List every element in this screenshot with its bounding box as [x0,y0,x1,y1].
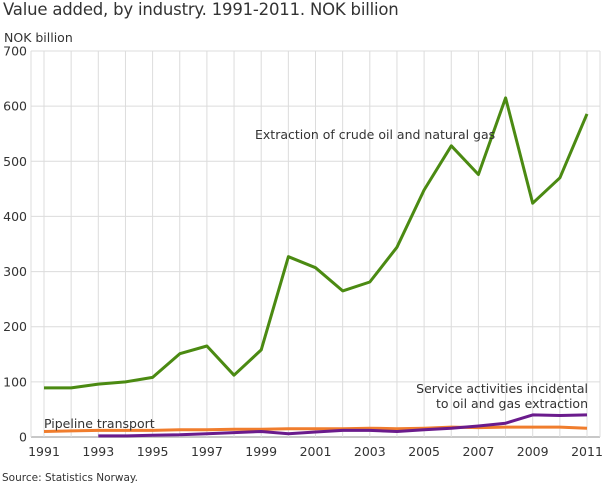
x-tick-label: 2003 [354,444,386,459]
y-tick-label: 600 [3,99,27,114]
grid [30,50,601,438]
series-label: Service activities incidental [416,381,588,396]
x-tick-label: 2009 [517,444,549,459]
series-lines [43,96,589,438]
x-tick-label: 2005 [408,444,440,459]
x-tick-label: 1997 [191,444,223,459]
y-axis-label: NOK billion [4,30,73,45]
x-tick-label: 1995 [137,444,169,459]
x-tick-labels: 1991 1993 1995 1997 1999 2001 2003 2005 2007 2009… [28,444,603,459]
chart-title: Value added, by industry. 1991-2011. NOK… [3,0,399,19]
y-tick-label: 400 [3,209,27,224]
series-line-extraction [44,96,589,390]
source-note: Source: Statistics Norway. [2,472,138,484]
x-tick-label: 1993 [82,444,114,459]
y-tick-label: 0 [19,430,27,445]
x-tick-label: 1999 [245,444,277,459]
series-label: Extraction of crude oil and natural gas [255,127,495,142]
series-label: to oil and gas extraction [436,396,588,411]
y-tick-label: 100 [3,374,27,389]
series-label: Pipeline transport [44,416,155,431]
x-tick-label: 2001 [300,444,332,459]
y-tick-labels: 0 100 200 300 400 500 600 700 [3,44,27,445]
series-line-service [98,413,588,438]
x-tick-label: 2011 [571,444,603,459]
x-tick-label: 2007 [462,444,494,459]
series-labels: Extraction of crude oil and natural gas P… [44,127,588,431]
y-tick-label: 300 [3,264,27,279]
y-tick-label: 200 [3,319,27,334]
x-tick-label: 1991 [28,444,60,459]
y-tick-label: 700 [3,44,27,59]
y-tick-label: 500 [3,154,27,169]
series-line-pipeline [43,425,588,433]
